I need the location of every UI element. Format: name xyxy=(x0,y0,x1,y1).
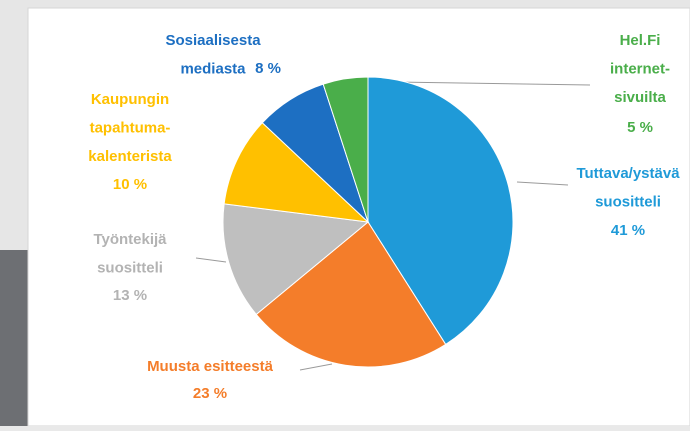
value-label: 23 % xyxy=(193,385,227,402)
value-label: 5 % xyxy=(627,119,653,136)
page: Tuttava/ystäväsuositteli41 %Muusta esitt… xyxy=(0,0,690,426)
value-label: 13 % xyxy=(113,287,147,304)
value-label: 10 % xyxy=(113,176,147,193)
slice-label: Muusta esitteestä xyxy=(147,358,274,375)
value-label: 8 % xyxy=(255,60,281,77)
chart: Tuttava/ystäväsuositteli41 %Muusta esitt… xyxy=(0,0,690,426)
value-label: 41 % xyxy=(611,222,645,239)
